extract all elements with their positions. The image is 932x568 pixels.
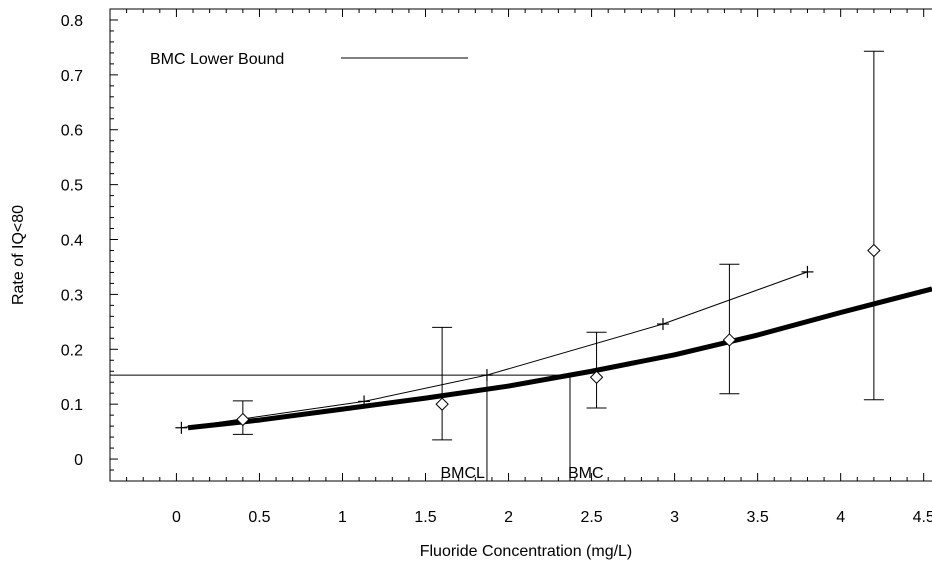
- plus-marker: [175, 421, 188, 434]
- x-tick-label: 2.5: [580, 509, 602, 526]
- marks: BMCL BMC: [110, 50, 932, 482]
- error-bar: [586, 331, 607, 409]
- tick-labels: 0 0.5 1 1.5 2 2.5 3 3.5 4 4.5 0 0.1 0.2 0.3 0.4 0.5 0.6 0…: [61, 13, 932, 526]
- diamond-marker: [435, 397, 449, 411]
- legend-label: BMC Lower Bound: [150, 51, 284, 68]
- x-tick-label: 1: [338, 509, 347, 526]
- plus-marker: [358, 395, 371, 408]
- error-bar: [719, 263, 740, 395]
- y-tick-label: 0.2: [61, 342, 83, 359]
- plus-marker: [801, 265, 814, 278]
- legend: BMC Lower Bound: [150, 51, 468, 68]
- plus-marker: [656, 318, 669, 331]
- x-tick-label: 3.5: [747, 509, 769, 526]
- x-tick-label: 3: [670, 509, 679, 526]
- diamond-marker: [867, 243, 881, 258]
- diamond-marker: [722, 333, 737, 347]
- y-tick-label: 0.4: [61, 233, 83, 250]
- x-tick-label: 0: [172, 509, 181, 526]
- y-tick-label: 0.5: [61, 178, 83, 195]
- y-tick-label: 0.6: [61, 123, 83, 140]
- error-bar: [863, 50, 884, 401]
- diamond-marker: [236, 412, 250, 427]
- plus-marker: [480, 369, 493, 382]
- fitted-curve: [187, 286, 932, 431]
- x-tick-label: 4.5: [913, 509, 932, 526]
- y-tick-label: 0.3: [61, 287, 83, 304]
- error-bar: [432, 326, 453, 441]
- bmc-lower-bound-line: [181, 271, 808, 429]
- y-tick-label: 0.8: [61, 13, 83, 30]
- y-axis-title: Rate of IQ<80: [10, 205, 27, 305]
- x-axis-title: Fluoride Concentration (mg/L): [420, 543, 633, 560]
- plot-frame: [109, 8, 932, 482]
- x-tick-label: 2: [504, 509, 513, 526]
- x-tick-label: 1.5: [414, 509, 436, 526]
- x-tick-label: 0.5: [248, 509, 270, 526]
- x-tick-label: 4: [836, 509, 845, 526]
- ticks: [109, 8, 925, 482]
- y-tick-label: 0: [74, 452, 83, 469]
- annotation-label: BMCL: [441, 465, 486, 482]
- diamond-marker: [589, 370, 604, 384]
- y-tick-label: 0.1: [61, 397, 83, 414]
- y-tick-label: 0.7: [61, 68, 83, 85]
- annotation-label: BMC: [568, 465, 604, 482]
